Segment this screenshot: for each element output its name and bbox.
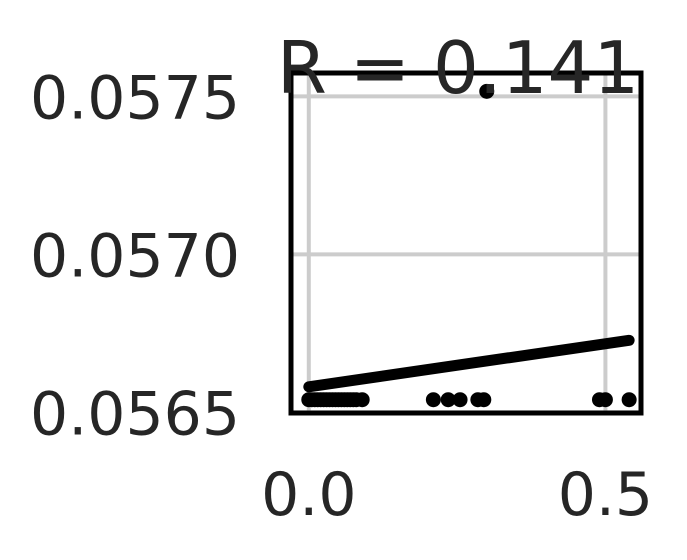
data-point-23 (479, 83, 495, 99)
data-point-19 (440, 392, 456, 408)
data-point-20 (452, 392, 468, 408)
plot-frame (288, 70, 644, 416)
x-tick-label-0: 0.0 (261, 460, 356, 530)
tick-labels: 0.0 0.5 0.0565 0.0570 0.0575 (30, 63, 653, 530)
x-tick-label-1: 0.5 (558, 460, 653, 530)
data-point-18 (425, 392, 441, 408)
trend-line (303, 334, 635, 393)
data-point-22 (476, 392, 492, 408)
data-point-25 (597, 392, 613, 408)
data-layer (301, 83, 637, 408)
y-tick-label-0: 0.0565 (30, 379, 240, 449)
data-point-26 (621, 392, 637, 408)
y-tick-label-2: 0.0575 (30, 63, 240, 133)
data-point-17 (354, 392, 370, 408)
y-tick-label-1: 0.0570 (30, 221, 240, 291)
chart-title: R = 0.141 (277, 26, 639, 110)
